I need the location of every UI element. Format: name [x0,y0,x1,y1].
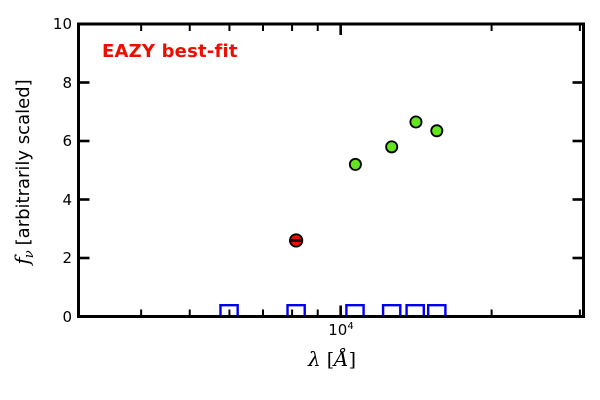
x-tick-exponent: 4 [347,321,354,332]
x-tick-label-1e4: 104 [328,321,353,339]
bracket-open-glyph: [ [326,349,335,371]
x-tick-base: 10 [328,321,348,339]
observed-square-marker [405,304,425,316]
x-axis-title: λ [Å] [308,347,356,371]
annotation-eazy-best-fit: EAZY best-fit [102,41,238,62]
angstrom-symbol: Å [334,347,349,371]
y-tick-label: 10 [52,15,72,33]
best-fit-flux-green-marker [430,124,444,138]
observed-square-marker [381,304,402,316]
y-axis-title-text: [arbitrarily scaled] [13,79,34,246]
best-fit-flux-green-marker [385,140,399,154]
y-tick-label: 4 [62,190,72,209]
bracket-close-glyph: ] [348,349,357,371]
observed-square-marker [286,304,306,316]
best-fit-flux-green-marker [348,157,362,171]
observed-square-marker [219,304,239,316]
observed-square-marker [345,304,365,316]
y-tick-label: 0 [62,307,72,326]
lambda-symbol: λ [307,347,321,371]
best-fit-flux-green-marker [409,115,423,129]
y-tick-label: 8 [62,73,72,92]
y-axis-title: fν[arbitrarily scaled] [10,79,37,264]
axes-frame [77,22,585,318]
nu-subscript: ν [22,250,37,259]
observed-square-marker [427,304,447,316]
y-tick-label: 2 [62,249,72,267]
y-tick-label: 6 [62,132,72,150]
